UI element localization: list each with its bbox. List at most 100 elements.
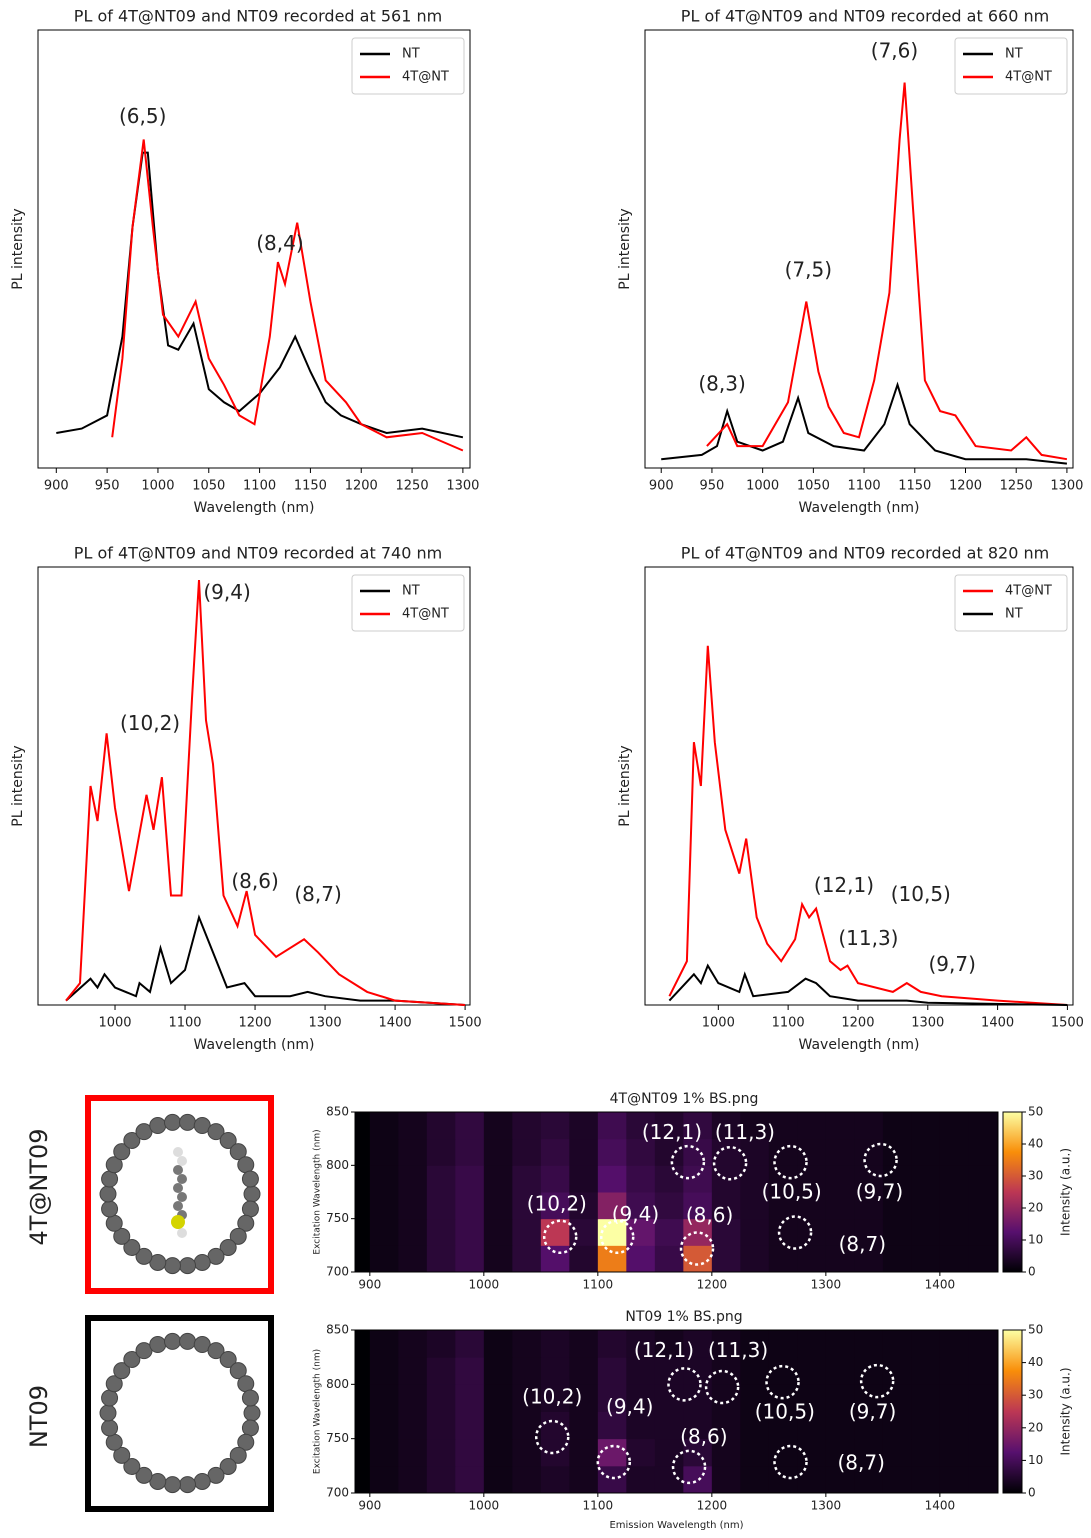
series-line [65, 580, 466, 1006]
heatmap-cell [768, 1165, 798, 1193]
atom [219, 1131, 237, 1149]
heatmap-cell [968, 1357, 998, 1385]
heatmap-cell [911, 1357, 941, 1385]
peak-label: (8,3) [698, 371, 745, 395]
heatmap-cell [768, 1465, 798, 1494]
peak-label: (7,6) [871, 38, 918, 62]
heatmap-cell [911, 1245, 941, 1273]
heatmap-cell [483, 1192, 513, 1220]
heatmap-cell [569, 1112, 599, 1140]
atom [179, 1332, 197, 1350]
peak-marker [859, 1363, 895, 1399]
plot-frame [37, 566, 471, 1006]
y-tick-label: 700 [326, 1265, 349, 1279]
heatmap-cell [740, 1112, 770, 1140]
heatmap-cell [398, 1165, 428, 1193]
atom [105, 1214, 123, 1232]
heatmap-cell [597, 1138, 627, 1166]
heatmap-cell [398, 1245, 428, 1273]
heatmap-cell [654, 1218, 684, 1246]
colorbar-tick-label: 20 [1028, 1201, 1043, 1215]
peak-label: (9,4) [203, 580, 250, 604]
heatmap-cell [654, 1438, 684, 1467]
atom [193, 1253, 211, 1271]
atom [163, 1332, 181, 1350]
x-tick-label: 1100 [772, 1016, 805, 1031]
atom [179, 1113, 197, 1131]
heatmap-cell [797, 1438, 827, 1467]
heatmap-cell [854, 1384, 884, 1412]
heatmap-cell [654, 1192, 684, 1220]
heatmap-cell [512, 1411, 542, 1440]
heatmap-cell [740, 1357, 770, 1385]
atom [207, 1342, 225, 1360]
peak-label: (8,7) [294, 882, 341, 906]
heatmap-cell [569, 1438, 599, 1467]
atom [105, 1375, 123, 1393]
heatmap-cell [455, 1218, 485, 1246]
heatmap-cell [512, 1192, 542, 1220]
x-tick-label: 1300 [309, 1016, 342, 1031]
heatmap-cell [854, 1245, 884, 1273]
heatmap-cell [540, 1465, 570, 1494]
heatmap-cell [455, 1438, 485, 1467]
colorbar-label: Intensity (a.u.) [1059, 1368, 1073, 1456]
peak-label: (9,7) [856, 1180, 903, 1204]
atom [229, 1227, 247, 1245]
legend-box [954, 37, 1068, 95]
peak-label: (11,3) [838, 926, 898, 950]
atom [173, 1165, 183, 1175]
x-tick-label: 1400 [925, 1499, 956, 1513]
heatmap-cell [426, 1218, 456, 1246]
heatmap-cell [455, 1411, 485, 1440]
heatmap-cell [483, 1138, 513, 1166]
colorbar-tick-label: 10 [1028, 1453, 1043, 1467]
legend-box [351, 37, 465, 95]
atom [135, 1466, 153, 1484]
peak-label: (8,6) [686, 1203, 733, 1227]
heatmap-cell [911, 1165, 941, 1193]
heatmap-cell [939, 1192, 969, 1220]
colorbar-tick-label: 50 [1028, 1323, 1043, 1337]
heatmap-cell [825, 1138, 855, 1166]
plot-frame [354, 1329, 999, 1494]
x-axis-label: Wavelength (nm) [194, 1037, 315, 1053]
heatmap-cell [911, 1384, 941, 1412]
x-tick-label: 1400 [379, 1016, 412, 1031]
heatmap-cell [683, 1138, 713, 1166]
atom [149, 1336, 167, 1354]
heatmap-cell [512, 1138, 542, 1166]
heatmap-cell [455, 1357, 485, 1385]
heatmap-cell [398, 1438, 428, 1467]
heatmap-cell [597, 1357, 627, 1385]
x-tick-label: 1100 [168, 1016, 201, 1031]
heatmap-cell [569, 1192, 599, 1220]
y-tick-label: 850 [326, 1105, 349, 1119]
heatmap-cell [540, 1384, 570, 1412]
atom [241, 1200, 259, 1218]
heatmap-cell [654, 1245, 684, 1273]
heatmap-cell [569, 1465, 599, 1494]
x-tick-label: 1000 [141, 479, 174, 494]
heatmap-cell [569, 1165, 599, 1193]
y-tick-label: 850 [326, 1323, 349, 1337]
heatmap-cell [939, 1165, 969, 1193]
heatmap-cell [882, 1438, 912, 1467]
x-tick-label: 1200 [841, 1016, 874, 1031]
atom [101, 1170, 119, 1188]
heatmap-cell [768, 1438, 798, 1467]
heatmap-cell [768, 1411, 798, 1440]
heatmap-cell [540, 1330, 570, 1358]
atom [149, 1117, 167, 1135]
heatmap-cell [455, 1192, 485, 1220]
peak-marker [679, 1231, 715, 1266]
heatmap-cell [597, 1245, 627, 1273]
heatmap-cell [597, 1330, 627, 1358]
heatmap-cell [683, 1330, 713, 1358]
heatmap-cell [825, 1165, 855, 1193]
heatmap-cell [398, 1411, 428, 1440]
heatmap-cell [797, 1218, 827, 1246]
atom [193, 1472, 211, 1490]
atom [177, 1156, 187, 1166]
heatmap-cell [398, 1138, 428, 1166]
